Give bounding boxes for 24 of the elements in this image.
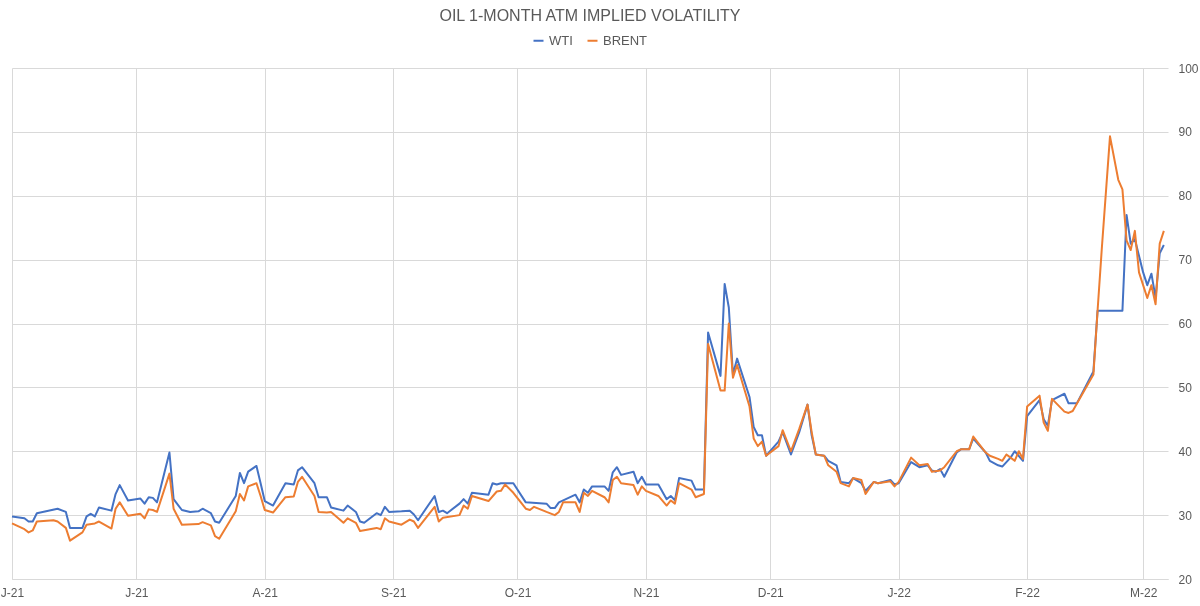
y-tick-label: 100 [1178, 61, 1199, 76]
legend-label: WTI [549, 32, 573, 48]
line-series [11, 213, 1165, 529]
x-tick-label: J-21 [125, 585, 149, 600]
y-tick-label: 20 [1178, 572, 1193, 587]
x-tick-label: A-21 [252, 585, 279, 600]
y-tick-label: 80 [1178, 189, 1193, 204]
x-tick-label: N-21 [633, 585, 660, 600]
x-tick-label: D-21 [757, 585, 785, 600]
y-tick-label: 30 [1178, 508, 1193, 523]
y-tick-label: 60 [1178, 317, 1193, 331]
x-tick-label: S-21 [381, 585, 407, 600]
x-tick-label: M-22 [1129, 585, 1158, 600]
y-tick-label: 90 [1178, 125, 1193, 140]
y-tick-label: 70 [1178, 253, 1193, 268]
chart-title: OIL 1-MONTH ATM IMPLIED VOLATILITY [439, 7, 741, 24]
y-tick-label: 50 [1178, 380, 1193, 395]
x-tick-label: J-21 [0, 585, 25, 600]
x-tick-label: O-21 [504, 585, 532, 600]
line-series [11, 135, 1165, 542]
y-tick-label: 40 [1178, 444, 1193, 459]
x-tick-label: J-22 [887, 585, 912, 600]
legend-label: BRENT [603, 32, 648, 48]
x-tick-label: F-22 [1015, 585, 1041, 600]
